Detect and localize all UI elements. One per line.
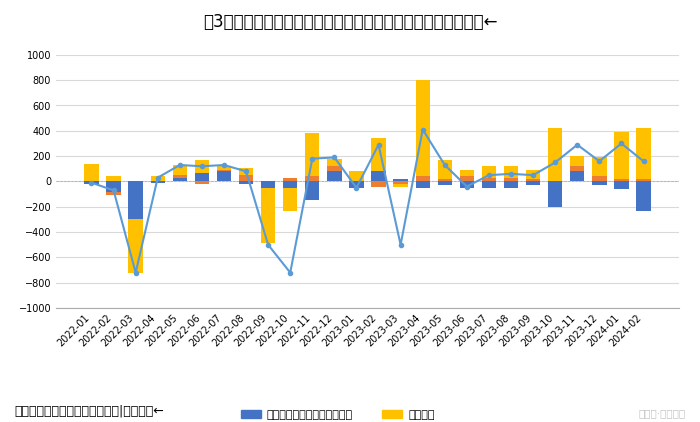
Legend: 交易引起的变动：中长期美债, 交易引起的变动：短期美国国库券, 估值效应, 日本投资者持有美债余额变动: 交易引起的变动：中长期美债, 交易引起的变动：短期美国国库券, 估值效应, 日本… — [241, 410, 494, 422]
Bar — [438, 160, 452, 179]
Bar — [570, 156, 584, 166]
Bar — [195, 181, 209, 184]
Bar — [438, 181, 452, 185]
Bar — [327, 159, 342, 166]
Bar — [482, 166, 496, 178]
Text: 图3：日本投资者持有美债余额变动及其构成（单位：亿美元）←: 图3：日本投资者持有美债余额变动及其构成（单位：亿美元）← — [203, 13, 497, 31]
Bar — [261, 188, 275, 243]
Bar — [570, 171, 584, 181]
Bar — [173, 175, 187, 178]
Bar — [129, 219, 143, 273]
Bar — [217, 171, 231, 181]
Bar — [460, 181, 474, 188]
Bar — [526, 181, 540, 185]
Bar — [416, 181, 430, 188]
Bar — [393, 184, 408, 187]
Bar — [416, 176, 430, 181]
Bar — [570, 166, 584, 171]
Bar — [129, 181, 143, 219]
Bar — [592, 181, 606, 185]
Bar — [526, 179, 540, 181]
Bar — [592, 157, 606, 176]
Bar — [614, 132, 629, 179]
Bar — [482, 181, 496, 188]
Bar — [84, 181, 99, 184]
Bar — [636, 179, 651, 181]
Bar — [526, 170, 540, 179]
Bar — [460, 176, 474, 181]
Bar — [614, 179, 629, 181]
Bar — [305, 181, 319, 200]
Bar — [504, 181, 518, 188]
Bar — [239, 168, 253, 175]
Bar — [460, 170, 474, 176]
Bar — [372, 181, 386, 187]
Bar — [239, 181, 253, 184]
Text: 资料来源：美国财政部、万得、|中银证券←: 资料来源：美国财政部、万得、|中银证券← — [14, 405, 164, 418]
Text: 公众号·凭澜观涛: 公众号·凭澜观涛 — [639, 408, 686, 418]
Bar — [195, 160, 209, 173]
Bar — [106, 176, 121, 181]
Bar — [84, 164, 99, 181]
Bar — [482, 178, 496, 181]
Bar — [173, 178, 187, 181]
Bar — [548, 181, 562, 207]
Bar — [592, 176, 606, 181]
Bar — [504, 166, 518, 178]
Bar — [614, 181, 629, 189]
Bar — [327, 171, 342, 181]
Bar — [305, 133, 319, 176]
Bar — [438, 179, 452, 181]
Bar — [173, 165, 187, 175]
Bar — [150, 181, 165, 183]
Bar — [305, 176, 319, 181]
Bar — [349, 171, 363, 181]
Bar — [504, 178, 518, 181]
Bar — [283, 181, 298, 188]
Bar — [349, 181, 363, 188]
Bar — [217, 166, 231, 170]
Bar — [636, 128, 651, 179]
Bar — [416, 80, 430, 176]
Bar — [261, 181, 275, 188]
Bar — [217, 170, 231, 171]
Bar — [372, 171, 386, 181]
Bar — [372, 138, 386, 171]
Bar — [106, 192, 121, 195]
Bar — [393, 181, 408, 184]
Bar — [327, 166, 342, 171]
Bar — [548, 128, 562, 181]
Bar — [393, 179, 408, 181]
Bar — [283, 188, 298, 211]
Bar — [283, 178, 298, 181]
Bar — [150, 176, 165, 181]
Bar — [239, 175, 253, 181]
Bar — [636, 181, 651, 211]
Bar — [195, 173, 209, 181]
Bar — [106, 181, 121, 192]
